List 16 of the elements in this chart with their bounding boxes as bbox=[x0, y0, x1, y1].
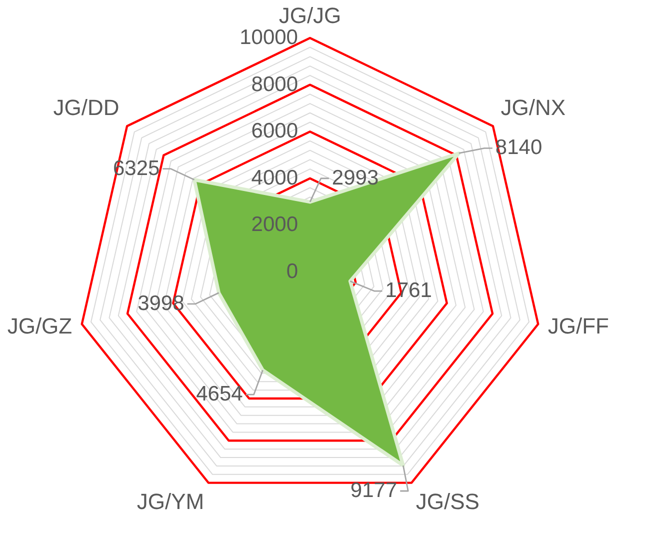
spoke-label: JG/YM bbox=[136, 488, 204, 514]
data-label: 2993 bbox=[332, 166, 379, 190]
spoke-label: JG/SS bbox=[416, 488, 480, 514]
spoke-label: JG/NX bbox=[500, 94, 566, 120]
spoke-label: JG/GZ bbox=[7, 313, 72, 338]
y-tick-label: 10000 bbox=[240, 26, 298, 49]
spoke-label: JG/FF bbox=[548, 313, 609, 338]
y-tick-label: 6000 bbox=[251, 120, 298, 143]
y-tick-label: 4000 bbox=[251, 166, 298, 190]
y-tick-label: 8000 bbox=[251, 72, 298, 96]
spoke-label: JG/DD bbox=[53, 94, 120, 120]
data-label: 4654 bbox=[196, 382, 244, 406]
spoke-label: JG/JG bbox=[278, 3, 342, 28]
y-tick-label: 0 bbox=[286, 260, 298, 283]
data-label: 9177 bbox=[350, 479, 398, 502]
y-tick-label: 2000 bbox=[251, 213, 298, 236]
